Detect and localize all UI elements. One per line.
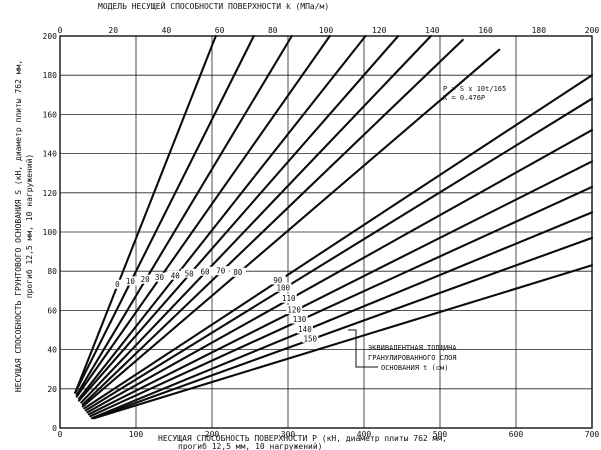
series-line-60 — [80, 34, 432, 404]
annotation-line2: ГРАНУЛИРОВАННОГО СЛОЯ — [368, 354, 457, 362]
series-line-20 — [75, 34, 293, 396]
annotation-line3: ОСНОВАНИЯ t (см) — [381, 364, 448, 372]
series-label-bg — [212, 266, 229, 276]
y-tick-label: 120 — [43, 189, 58, 198]
x-tick-label: 700 — [585, 430, 600, 439]
series-label-bg — [167, 270, 184, 280]
series-line-10 — [74, 34, 255, 394]
series-lines — [74, 34, 594, 420]
y-tick-label: 200 — [43, 32, 58, 41]
series-line-90 — [83, 74, 594, 410]
top-tick-label: 100 — [319, 26, 334, 35]
grid — [59, 35, 593, 429]
series-label: 70 — [216, 267, 226, 276]
series-label: 120 — [287, 306, 301, 315]
top-axis-title: МОДЕЛЬ НЕСУЩЕЙ СПОСОБНОСТИ ПОВЕРХНОСТИ k… — [98, 0, 329, 11]
series-label-bg — [137, 274, 154, 284]
series-line-130 — [89, 185, 594, 418]
top-tick-label: 120 — [372, 26, 387, 35]
top-tick-label: 180 — [532, 26, 547, 35]
series-label-bg — [197, 266, 214, 276]
series-line-80 — [81, 48, 501, 408]
formula-line1: P = S x 10t/165 — [443, 85, 506, 93]
series-label-bg — [302, 333, 319, 343]
y-tick-label: 40 — [47, 346, 57, 355]
series-line-120 — [87, 160, 594, 416]
top-tick-label: 60 — [215, 26, 225, 35]
x-tick-label: 100 — [129, 430, 144, 439]
series-label-bg — [181, 268, 198, 278]
series-label: 20 — [141, 275, 151, 284]
y-tick-label: 100 — [43, 228, 58, 237]
y-tick-labels: 0 20 40 60 80 100 120 140 160 180 200 — [43, 32, 58, 433]
x-axis-title-line1: НЕСУЩАЯ СПОСОБНОСТЬ ПОВЕРХНОСТИ P (кН, д… — [158, 434, 447, 443]
x-tick-label: 200 — [205, 430, 220, 439]
y-tick-label: 160 — [43, 110, 58, 119]
series-label-bg — [296, 324, 313, 334]
formula-line2: K = 0.476P — [443, 94, 485, 102]
series-line-30 — [75, 34, 331, 398]
x-tick-label: 600 — [509, 430, 524, 439]
series-label: 60 — [201, 267, 211, 276]
series-label: 90 — [273, 276, 283, 285]
series-label: 40 — [171, 271, 181, 280]
y-tick-label: 140 — [43, 150, 58, 159]
y-axis-title-line2: прогиб 12,5 мм, 10 нагружений) — [24, 154, 34, 299]
series-label: 150 — [304, 334, 318, 343]
series-line-50 — [77, 34, 400, 402]
series-label: 10 — [126, 277, 136, 286]
series-line-110 — [86, 129, 594, 414]
top-tick-label: 0 — [58, 26, 63, 35]
series-label-bg — [269, 275, 286, 285]
top-tick-label: 20 — [108, 26, 118, 35]
series-label-bg — [286, 305, 303, 315]
y-axis-title-line1: НЕСУЩАЯ СПОСОБНОСТЬ ГРУНТОВОГО ОСНОВАНИЯ… — [14, 60, 23, 392]
series-line-100 — [84, 97, 594, 412]
x-tick-labels: 0 100 200 300 400 500 600 700 — [58, 430, 600, 439]
top-tick-label: 40 — [162, 26, 172, 35]
series-label: 50 — [185, 269, 195, 278]
x-axis-title-line2: прогиб 12,5 мм, 10 нагружений) — [178, 441, 323, 450]
top-tick-label: 80 — [268, 26, 278, 35]
y-tick-label: 180 — [43, 71, 58, 80]
series-line-70 — [81, 38, 464, 406]
series-label-bg — [109, 279, 126, 289]
annotation-leader — [348, 329, 378, 368]
plot-frame — [59, 35, 593, 429]
series-label: 140 — [298, 325, 312, 334]
top-tick-label: 140 — [425, 26, 440, 35]
x-tick-label: 300 — [281, 430, 296, 439]
series-label: 80 — [233, 268, 243, 277]
top-tick-label: 160 — [478, 26, 493, 35]
series-label-bg — [280, 293, 297, 303]
series-line-40 — [77, 34, 367, 400]
series-label-bg — [291, 314, 308, 324]
series-label-bg — [229, 267, 246, 277]
y-tick-label: 20 — [47, 385, 57, 394]
top-tick-label: 200 — [585, 26, 600, 35]
x-tick-label: 0 — [58, 430, 63, 439]
series-label: 0 — [115, 280, 120, 289]
series-label: 110 — [282, 294, 296, 303]
y-tick-label: 60 — [47, 306, 57, 315]
series-line-0 — [74, 34, 217, 394]
series-label: 30 — [155, 273, 165, 282]
series-line-unlabeled — [93, 264, 594, 420]
series-label-bg — [122, 276, 139, 286]
top-tick-labels: 0 20 40 60 80 100 120 140 160 180 200 — [58, 26, 600, 35]
series-line-140 — [90, 211, 594, 420]
x-tick-label: 500 — [433, 430, 448, 439]
annotation-line1: ЭКВИВАЛЕНТНАЯ ТОЛЩИНА — [368, 344, 457, 352]
series-label-bg — [275, 282, 292, 292]
y-tick-label: 80 — [47, 267, 57, 276]
series-label: 100 — [276, 283, 290, 292]
x-tick-label: 400 — [357, 430, 372, 439]
y-tick-label: 0 — [52, 424, 57, 433]
series-label: 130 — [293, 315, 307, 324]
series-line-150 — [92, 236, 594, 420]
series-label-bg — [151, 272, 168, 282]
